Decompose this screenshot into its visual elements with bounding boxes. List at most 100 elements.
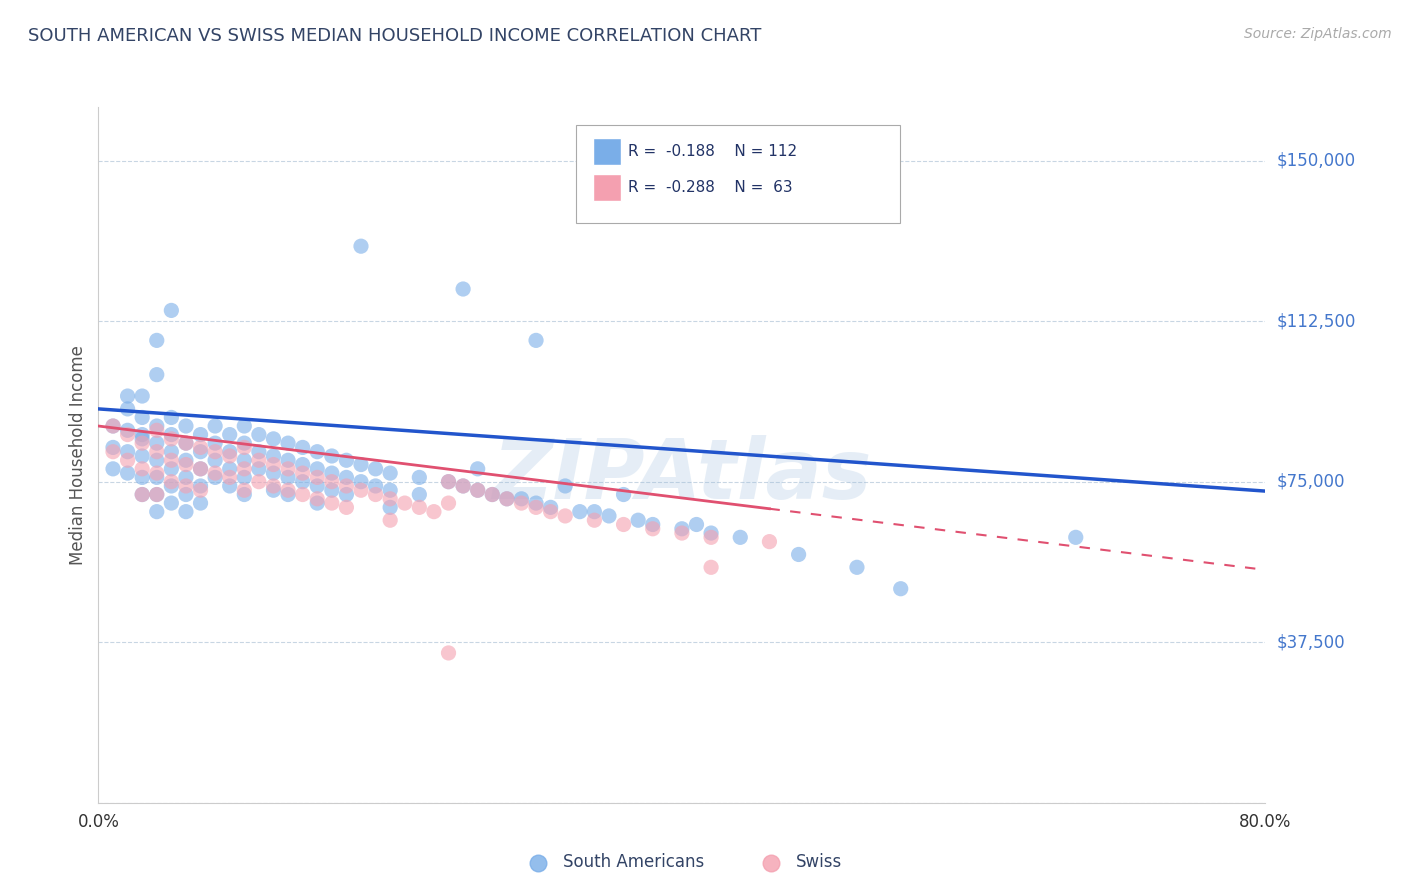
Point [1064, 530, 1087, 544]
Point [291, 458, 314, 472]
Point [262, 479, 284, 493]
Point [598, 508, 620, 523]
Point [204, 436, 226, 450]
Point [190, 444, 212, 458]
Point [101, 462, 124, 476]
Point [307, 470, 329, 484]
Point [307, 479, 329, 493]
Point [890, 582, 912, 596]
Point [247, 427, 270, 442]
Point [524, 334, 547, 348]
Point [160, 475, 183, 489]
Point [218, 427, 240, 442]
Point [131, 410, 153, 425]
Point [190, 496, 212, 510]
Point [190, 483, 212, 498]
Point [262, 432, 284, 446]
Point [568, 505, 591, 519]
Point [335, 487, 357, 501]
Point [233, 462, 256, 476]
Point [394, 496, 416, 510]
Point [307, 444, 329, 458]
Point [291, 466, 314, 480]
Point [233, 419, 256, 434]
Point [277, 453, 299, 467]
Point [131, 436, 153, 450]
Point [262, 449, 284, 463]
Point [378, 491, 402, 506]
Point [160, 479, 183, 493]
Point [277, 436, 299, 450]
Point [233, 487, 256, 501]
Point [233, 441, 256, 455]
Point [146, 423, 169, 437]
Point [262, 458, 284, 472]
Point [174, 479, 197, 493]
Point [131, 432, 153, 446]
Point [321, 449, 343, 463]
Point [335, 453, 357, 467]
Point [204, 419, 226, 434]
Point [481, 487, 503, 501]
Point [117, 401, 139, 416]
Point [160, 427, 183, 442]
Point [204, 444, 226, 458]
Point [423, 505, 446, 519]
Point [174, 419, 197, 434]
Point [451, 479, 474, 493]
Point [787, 548, 810, 562]
Point [174, 487, 197, 501]
Point [307, 491, 329, 506]
Point [131, 470, 153, 484]
Point [131, 449, 153, 463]
Point [437, 496, 460, 510]
Point [204, 466, 226, 480]
Point [117, 389, 139, 403]
Point [218, 479, 240, 493]
Point [233, 470, 256, 484]
Text: R =  -0.188    N = 112: R = -0.188 N = 112 [628, 145, 797, 159]
Point [160, 303, 183, 318]
Text: $150,000: $150,000 [1277, 152, 1357, 169]
Point [101, 444, 124, 458]
Point [350, 475, 373, 489]
Point [350, 483, 373, 498]
Point [378, 513, 402, 527]
Point [218, 462, 240, 476]
Point [437, 475, 460, 489]
Point [146, 368, 169, 382]
Point [671, 522, 693, 536]
Point [467, 462, 489, 476]
Point [174, 436, 197, 450]
Point [146, 453, 169, 467]
Point [524, 500, 547, 515]
Point [146, 487, 169, 501]
Point [583, 505, 606, 519]
Point [321, 483, 343, 498]
Point [247, 444, 270, 458]
Point [131, 487, 153, 501]
Point [277, 483, 299, 498]
Point [291, 441, 314, 455]
Point [146, 436, 169, 450]
Point [131, 487, 153, 501]
Point [233, 453, 256, 467]
Point [700, 526, 723, 541]
Text: $112,500: $112,500 [1277, 312, 1357, 330]
Point [190, 427, 212, 442]
Point [437, 646, 460, 660]
Point [510, 491, 533, 506]
Point [117, 453, 139, 467]
Point [262, 483, 284, 498]
Point [540, 500, 562, 515]
Point [758, 534, 780, 549]
Point [451, 282, 474, 296]
Point [160, 432, 183, 446]
Point [291, 487, 314, 501]
Point [190, 479, 212, 493]
Point [160, 496, 183, 510]
Point [364, 479, 387, 493]
Point [437, 475, 460, 489]
Point [146, 444, 169, 458]
Point [174, 470, 197, 484]
